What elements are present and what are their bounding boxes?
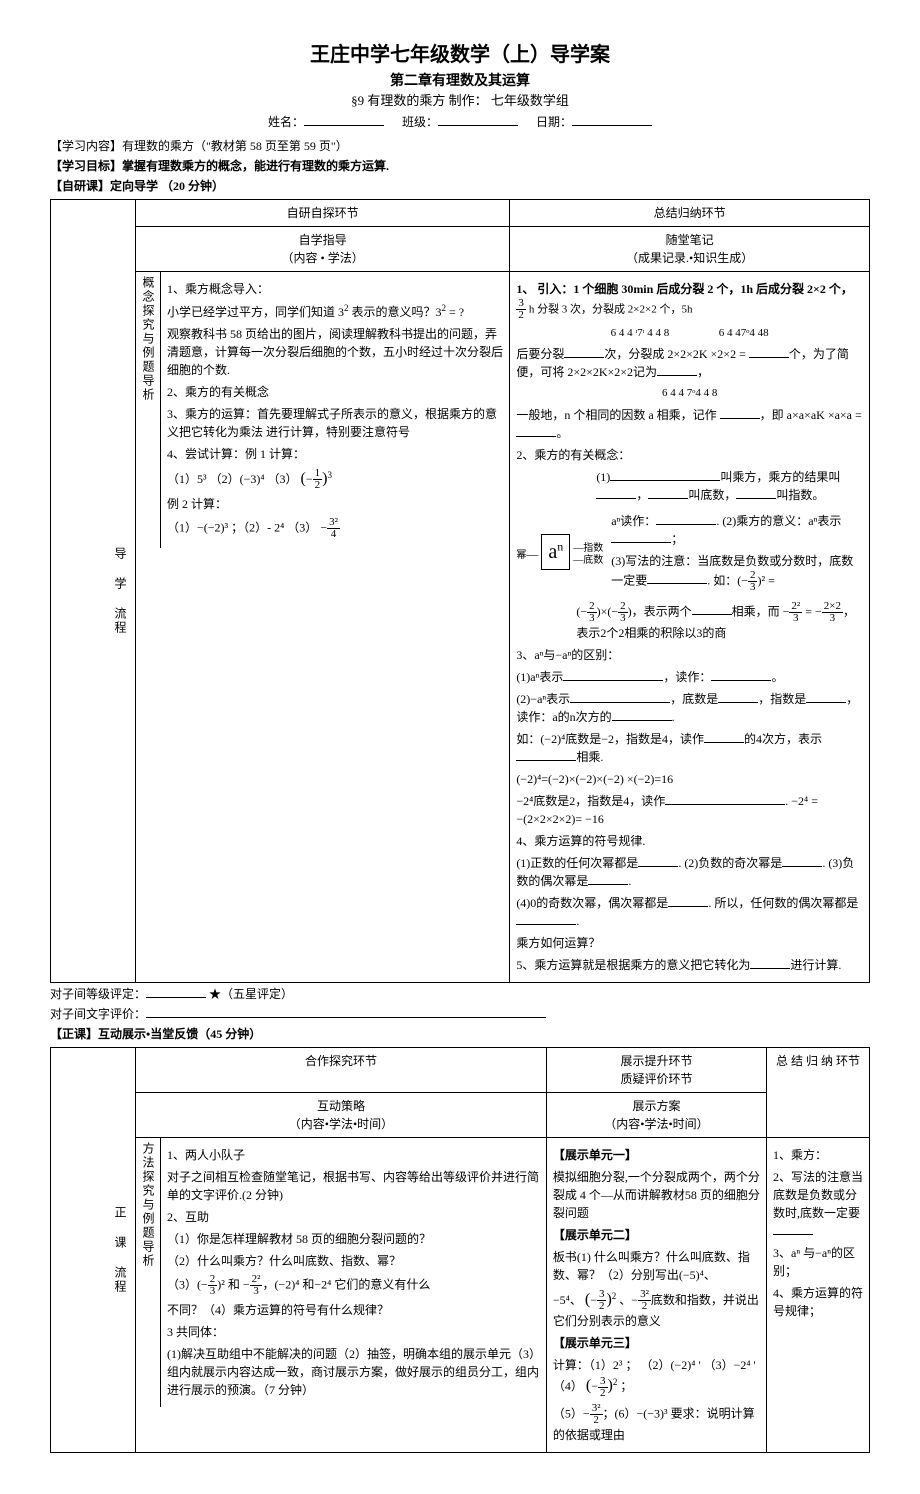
t2l-p3: 2、互助 <box>167 1208 540 1226</box>
concept-side-label: 概念探究与例题导析 <box>136 272 161 549</box>
date-blank[interactable] <box>572 113 652 126</box>
l-ex2: （1）−(−2)³ ；（2）- 2⁴ （3） −3²4 <box>167 517 503 540</box>
t2l-p2: 对子之间相互检查随堂笔记，根据书写、内容等给出等级评价并进行简单的文字评价.(2… <box>167 1168 540 1204</box>
unit1-title: 【展示单元一】 <box>553 1146 760 1164</box>
right-content: 1、 引入：1 个细胞 30min 后成分裂 2 个，1h 后成分裂 2×2 个… <box>510 271 870 982</box>
r-p4-1: (1)叫乘方，乘方的结果叫，叫底数，叫指数。 <box>516 468 863 504</box>
r-p5-2: (2)−aⁿ表示，底数是，指数是，读作：a的n次方的. <box>516 690 863 726</box>
self-guide-title: 自学指导 <box>142 231 503 249</box>
unit3-text2: （5）−3²2；(6）−(−3)³ 要求：说明计算的依据或理由 <box>553 1403 760 1444</box>
t2l-p6: （3）(−23)² 和 −2²3，(−2)⁴ 和−2⁴ 它们的意义有什么 <box>167 1274 540 1297</box>
r-p5-5: −2⁴底数是2，指数是4，读作. −2⁴ = −(2×2×2×2)= −16 <box>516 792 863 828</box>
notes-title: 随堂笔记 <box>516 231 863 249</box>
formal-table: 正 课 流程 合作探究环节 展示提升环节 质疑评价环节 总 结 归 纳 环节 互… <box>50 1047 870 1454</box>
brace-row1: 6 4 4 ᶦ7ᶦ 4 4 8 6 4 47ᵒ4 48 <box>516 325 863 342</box>
guide-table: 导 学 流程 自研自探环节 总结归纳环节 自学指导 （内容 • 学法） 随堂笔记… <box>50 199 870 983</box>
flow-label-2: 正 课 流程 <box>51 1047 136 1453</box>
r-p5-1: (1)aⁿ表示，读作：。 <box>516 668 863 686</box>
r-p3: 一般地，n 个相同的因数 a 相乘，记作 ，即 a×a×aK ×a×a = 。 <box>516 406 863 442</box>
flow-label: 导 学 流程 <box>51 199 136 982</box>
text-review-line: 对子间文字评价： <box>50 1005 870 1023</box>
plan-sub: （内容•学法•时间） <box>553 1115 760 1133</box>
r-p4-4: (−23)×(−23)，表示两个相乘，而 −2²3 = −2×23，表示2个2相… <box>516 601 863 642</box>
notes-sub: （成果记录.•知识生成） <box>516 249 863 267</box>
formal-class-header: 【正课】互动展示•当堂反馈（45 分钟） <box>50 1025 870 1043</box>
self-explore-header: 自研自探环节 <box>136 199 510 226</box>
name-label: 姓名： <box>268 115 304 129</box>
strategy-title: 互动策略 <box>142 1097 540 1115</box>
summary-header-2: 总 结 归 纳 环节 <box>767 1047 870 1137</box>
t2-left: 1、两人小队子 对子之间相互检查随堂笔记，根据书写、内容等给出等级评价并进行简单… <box>161 1138 546 1407</box>
student-info-line: 姓名： 班级： 日期： <box>50 113 870 131</box>
self-guide-header: 自学指导 （内容 • 学法） <box>136 226 510 271</box>
t2r-p1: 1、乘方： <box>773 1146 863 1164</box>
r-p4-3: (3)写法的注意：当底数是负数或分数时，底数一定要. 如：(−23)² = <box>611 552 863 593</box>
t2l-p7: 不同？（4）乘方运算的符号有什么规律？ <box>167 1301 540 1319</box>
l-p4: 2、乘方的有关概念 <box>167 383 503 401</box>
t2r-p3: 3、aⁿ 与−aⁿ的区别； <box>773 1244 863 1280</box>
study-goal: 【学习目标】掌握有理数乘方的概念，能进行有理数的乘方运算. <box>50 157 870 175</box>
l-p6: 4、尝试计算：例 1 计算： <box>167 445 503 463</box>
unit3-text1: 计算：（1）2³ ； （2）(−2)⁴ ' （3）−2⁴ ' （4） (−32)… <box>553 1356 760 1399</box>
r-p1: 1、 引入：1 个细胞 30min 后成分裂 2 个，1h 后成分裂 2×2 个… <box>516 280 863 321</box>
t2l-p8: 3 共同体： <box>167 1323 540 1341</box>
class-label: 班级： <box>402 115 438 129</box>
review-blank[interactable] <box>146 1005 546 1018</box>
self-guide-sub: （内容 • 学法） <box>142 249 503 267</box>
page-title: 王庄中学七年级数学（上）导学案 <box>50 40 870 70</box>
name-blank[interactable] <box>304 113 384 126</box>
date-label: 日期： <box>536 115 572 129</box>
self-study-header: 【自研课】定向导学 （20 分钟） <box>50 177 870 195</box>
brace-row2: 6 4 4 7ᵒ4 4 8 <box>516 385 863 402</box>
t2r-p2: 2、写法的注意当底数是负数或分数时,底数一定要 <box>773 1168 863 1240</box>
t2-right: 1、乘方： 2、写法的注意当底数是负数或分数时,底数一定要 3、aⁿ 与−aⁿ的… <box>767 1137 870 1453</box>
an-diagram: 幂— an —指数 —底数 <box>516 534 603 570</box>
class-blank[interactable] <box>438 113 518 126</box>
r-p8: 5、乘方运算就是根据乘方的意义把它转化为进行计算. <box>516 956 863 974</box>
r-p6: 4、乘方运算的符号规律. <box>516 832 863 850</box>
unit1-text: 模拟细胞分裂,一个分裂成两个，两个分裂成 4 个—从而讲解教材58 页的细胞分裂… <box>553 1168 760 1222</box>
rating-blank[interactable] <box>146 985 206 998</box>
r-p5-4: (−2)⁴=(−2)×(−2)×(−2) ×(−2)=16 <box>516 770 863 788</box>
strategy-header: 互动策略 （内容•学法•时间） <box>136 1092 547 1137</box>
unit2-text1: 板书(1) 什么叫乘方？什么叫底数、指数、幂？（2）分别写出(−5)⁴、 <box>553 1248 760 1284</box>
t2l-p9: (1)解决互助组中不能解决的问题（2）抽签，明确本组的展示单元（3）组内就展示内… <box>167 1345 540 1399</box>
summary-header: 总结归纳环节 <box>510 199 870 226</box>
r-p4: 2、乘方的有关概念： <box>516 446 863 464</box>
l-ex1: （1）5³ （2）(−3)⁴ （3） (−12)3 <box>167 467 503 492</box>
coop-header: 合作探究环节 <box>136 1047 547 1092</box>
t2-mid: 【展示单元一】 模拟细胞分裂,一个分裂成两个，两个分裂成 4 个—从而讲解教材5… <box>546 1137 766 1453</box>
unit2-text2: −5⁴、 (−32)2 、−3²2底数和指数，并说出它们分别表示的意义 <box>553 1288 760 1331</box>
r-p4-2: aⁿ读作：. (2)乘方的意义：aⁿ表示； <box>611 512 863 548</box>
rating-line: 对子间等级评定： ★（五星评定） <box>50 985 870 1003</box>
l-p2: 小学已经学过平方，同学们知道 32 表示的意义吗？32 = ? <box>167 302 503 321</box>
section-title: §9 有理数的乘方 制作： 七年级数学组 <box>50 91 870 111</box>
strategy-sub: （内容•学法•时间） <box>142 1115 540 1133</box>
r-p7: 乘方如何运算？ <box>516 934 863 952</box>
r-p2: 后要分裂次，分裂成 2×2×2K ×2×2 = 个，为了简便，可将 2×2×2K… <box>516 345 863 381</box>
l-p5: 3、乘方的运算：首先要理解式子所表示的意义，根据乘方的意义把它转化为乘法 进行计… <box>167 405 503 441</box>
unit3-title: 【展示单元三】 <box>553 1334 760 1352</box>
l-p7: 例 2 计算： <box>167 495 503 513</box>
l-p3: 观察教科书 58 页给出的图片，阅读理解教科书提出的问题，弄清题意，计算每一次分… <box>167 325 503 379</box>
t2l-p4: （1）你是怎样理解教材 58 页的细胞分裂问题的？ <box>167 1230 540 1248</box>
r-p5-3: 如：(−2)⁴底数是−2，指数是4，读作的4次方，表示相乘. <box>516 730 863 766</box>
plan-header: 展示方案 （内容•学法•时间） <box>546 1092 766 1137</box>
r-p6-2: (4)0的奇数次幂，偶次幂都是. 所以，任何数的偶次幂都是. <box>516 894 863 930</box>
notes-header: 随堂笔记 （成果记录.•知识生成） <box>510 226 870 271</box>
method-side-label: 方法探究与例题导析 <box>136 1138 161 1407</box>
show-header: 展示提升环节 质疑评价环节 <box>546 1047 766 1092</box>
r-p6-1: (1)正数的任何次幂都是. (2)负数的奇次幂是. (3)负数的偶次幂是. <box>516 854 863 890</box>
study-content: 【学习内容】有理数的乘方（"教材第 58 页至第 59 页"） <box>50 137 870 155</box>
unit2-title: 【展示单元二】 <box>553 1226 760 1244</box>
left-content: 1、乘方概念导入： 小学已经学过平方，同学们知道 32 表示的意义吗？32 = … <box>161 272 509 549</box>
t2l-p5: （2）什么叫乘方？什么叫底数、指数、幂？ <box>167 1252 540 1270</box>
r-p5: 3、aⁿ与−aⁿ的区别： <box>516 646 863 664</box>
l-p1: 1、乘方概念导入： <box>167 280 503 298</box>
chapter-title: 第二章有理数及其运算 <box>50 70 870 91</box>
plan-title: 展示方案 <box>553 1097 760 1115</box>
t2l-p1: 1、两人小队子 <box>167 1146 540 1164</box>
